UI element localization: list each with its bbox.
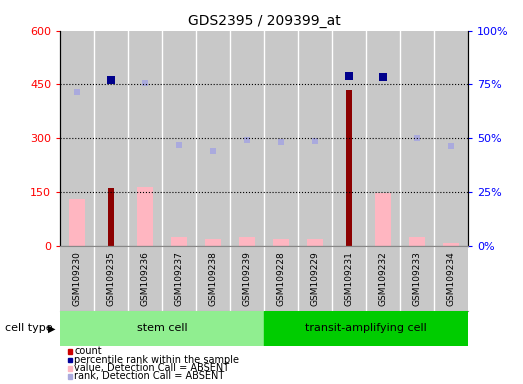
Bar xyxy=(400,246,434,311)
Bar xyxy=(196,246,230,311)
Bar xyxy=(264,246,298,311)
Bar xyxy=(410,237,425,246)
Text: percentile rank within the sample: percentile rank within the sample xyxy=(74,354,239,364)
Text: transit-amplifying cell: transit-amplifying cell xyxy=(305,323,427,333)
Bar xyxy=(400,31,434,246)
Bar xyxy=(264,31,298,246)
Text: count: count xyxy=(74,346,102,356)
Bar xyxy=(108,189,114,246)
Bar xyxy=(196,31,230,246)
Bar xyxy=(366,31,400,246)
Bar xyxy=(366,246,400,311)
Bar xyxy=(332,31,366,246)
Text: GSM109238: GSM109238 xyxy=(209,251,218,306)
Text: GSM109229: GSM109229 xyxy=(311,251,320,306)
Bar xyxy=(240,237,255,246)
Bar xyxy=(444,243,459,246)
Text: GSM109234: GSM109234 xyxy=(447,251,456,306)
Text: rank, Detection Call = ABSENT: rank, Detection Call = ABSENT xyxy=(74,371,224,381)
Text: GSM109233: GSM109233 xyxy=(413,251,422,306)
Bar xyxy=(230,31,264,246)
Text: GSM109239: GSM109239 xyxy=(243,251,252,306)
Bar xyxy=(138,187,153,246)
Bar xyxy=(332,246,366,311)
Bar xyxy=(434,246,468,311)
Text: GSM109230: GSM109230 xyxy=(73,251,82,306)
Bar xyxy=(206,239,221,246)
Bar xyxy=(230,246,264,311)
Bar xyxy=(162,31,196,246)
Text: GSM109228: GSM109228 xyxy=(277,251,286,306)
Bar xyxy=(162,246,196,311)
Text: GSM109235: GSM109235 xyxy=(107,251,116,306)
Bar xyxy=(128,31,162,246)
Bar xyxy=(60,31,94,246)
Bar xyxy=(70,199,85,246)
Bar xyxy=(60,311,264,346)
Text: cell type: cell type xyxy=(5,323,53,333)
Bar xyxy=(376,193,391,246)
Text: GSM109232: GSM109232 xyxy=(379,251,388,306)
Bar xyxy=(274,238,289,246)
Text: GSM109236: GSM109236 xyxy=(141,251,150,306)
Bar xyxy=(172,237,187,246)
Text: GSM109237: GSM109237 xyxy=(175,251,184,306)
Bar xyxy=(298,31,332,246)
Bar xyxy=(308,238,323,246)
Bar xyxy=(298,246,332,311)
Title: GDS2395 / 209399_at: GDS2395 / 209399_at xyxy=(188,14,340,28)
Text: stem cell: stem cell xyxy=(137,323,187,333)
Bar xyxy=(264,311,468,346)
Bar xyxy=(346,90,352,246)
Bar xyxy=(94,31,128,246)
Bar xyxy=(94,246,128,311)
Bar xyxy=(434,31,468,246)
Text: ▶: ▶ xyxy=(48,323,55,333)
Text: GSM109231: GSM109231 xyxy=(345,251,354,306)
Text: value, Detection Call = ABSENT: value, Detection Call = ABSENT xyxy=(74,363,230,373)
Bar xyxy=(128,246,162,311)
Bar xyxy=(60,246,94,311)
